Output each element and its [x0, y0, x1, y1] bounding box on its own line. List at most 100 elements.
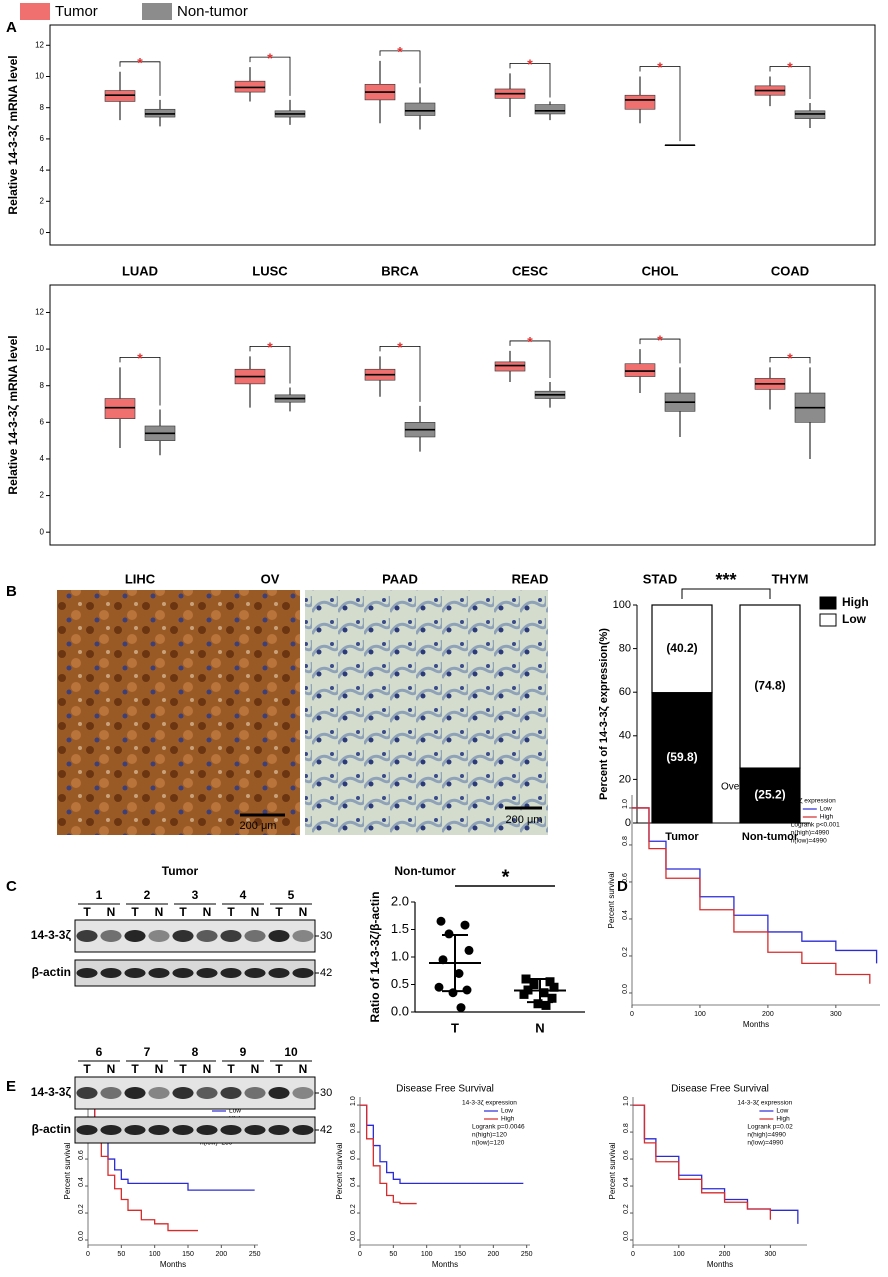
x-tick-label: Tumor — [665, 831, 699, 843]
image-label: Non-tumor — [394, 864, 456, 878]
x-tick-label: 0 — [630, 1011, 634, 1018]
y-tick-label: 1.0 — [391, 948, 409, 963]
y-tick-label: 2 — [40, 196, 45, 205]
x-tick-label: STAD — [643, 571, 677, 586]
y-axis-label: Percent survival — [63, 1142, 72, 1199]
x-tick-label: 200 — [762, 1011, 774, 1018]
significance-bracket — [509, 340, 551, 379]
bar-segment — [651, 692, 713, 824]
blot-band — [124, 1087, 146, 1099]
legend-label: Low — [501, 1108, 513, 1115]
x-tick-label: LUSC — [252, 263, 288, 278]
y-tick-label: 1.0 — [350, 1096, 357, 1106]
significance: * — [267, 339, 273, 355]
blot-band — [220, 1087, 242, 1099]
y-tick-label: 0.2 — [78, 1204, 85, 1214]
y-tick-label: 1.0 — [623, 1096, 630, 1106]
blot-row-label: β-actin — [32, 965, 71, 979]
y-tick-label: 0.6 — [350, 1150, 357, 1160]
x-tick-label: LIHC — [125, 571, 156, 586]
lane-number: 8 — [192, 1045, 199, 1059]
y-tick-label: 0.2 — [622, 947, 629, 957]
stats-text: n(low)=120 — [472, 1140, 505, 1147]
data-point — [444, 929, 454, 939]
blot-band — [268, 1125, 290, 1135]
y-tick-label: 6 — [40, 417, 45, 426]
legend-label: Tumor — [55, 3, 98, 20]
data-point — [454, 969, 464, 978]
significance: * — [787, 350, 793, 366]
stats-text: Logrank p=0.0046 — [472, 1124, 525, 1131]
survival-curve — [633, 1104, 772, 1220]
y-tick-label: 0.4 — [78, 1177, 85, 1187]
marker-label: 30 — [320, 1087, 332, 1099]
box — [404, 102, 436, 116]
blot-row-label: β-actin — [32, 1122, 71, 1136]
x-axis-label: Months — [160, 1260, 186, 1269]
significance-bracket — [639, 66, 681, 142]
data-point — [539, 988, 549, 998]
blot-band — [124, 1125, 146, 1135]
data-point — [464, 945, 474, 955]
x-tick-label: 100 — [694, 1011, 706, 1018]
survival-curve — [632, 807, 871, 984]
marker-label: 42 — [320, 967, 332, 979]
x-tick-label: T — [451, 1020, 459, 1035]
x-tick-label: READ — [512, 571, 549, 586]
legend-swatch — [20, 3, 50, 20]
y-tick-label: 0.4 — [622, 910, 629, 920]
blot-band — [172, 930, 194, 942]
x-tick-label: 0 — [86, 1251, 90, 1258]
blot-band — [268, 968, 290, 978]
marker-label: 42 — [320, 1124, 332, 1136]
lane-sub-label: N — [155, 905, 164, 919]
legend-label: Low — [820, 806, 832, 813]
legend-label: Non-tumor — [177, 3, 248, 20]
legend-label: Low — [229, 1108, 241, 1115]
data-point — [547, 993, 557, 1003]
lane-number: 9 — [240, 1045, 247, 1059]
lane-sub-label: T — [179, 1062, 187, 1076]
x-tick-label: CHOL — [642, 263, 679, 278]
data-point — [529, 980, 539, 989]
y-tick-label: 2 — [40, 491, 45, 500]
lane-sub-label: N — [299, 905, 308, 919]
legend-title: 14-3-3ζ expression — [737, 1100, 792, 1107]
significance-bracket — [769, 66, 811, 100]
x-tick-label: 100 — [149, 1251, 161, 1258]
significance-bracket — [119, 356, 161, 406]
x-tick-label: COAD — [771, 263, 809, 278]
image-label: Tumor — [162, 864, 199, 878]
stats-text: n(high)=120 — [472, 1132, 507, 1139]
x-axis-label: Months — [707, 1260, 733, 1269]
x-tick-label: 200 — [215, 1251, 227, 1258]
x-tick-label: 150 — [182, 1251, 194, 1258]
x-tick-label: 300 — [830, 1011, 842, 1018]
x-tick-label: 100 — [673, 1251, 685, 1258]
y-tick-label: 0.8 — [623, 1123, 630, 1133]
significance: * — [787, 59, 793, 75]
x-tick-label: THYM — [772, 571, 809, 586]
y-axis-label: Relative 14-3-3ζ mRNA level — [6, 55, 20, 214]
lane-sub-label: N — [251, 1062, 260, 1076]
y-axis-label: Ratio of 14-3-3ζ/β-actin — [368, 892, 382, 1023]
legend-swatch — [142, 3, 172, 20]
blot-row-label: 14-3-3ζ — [31, 1085, 72, 1099]
value-label: (74.8) — [754, 679, 785, 693]
blot-band — [244, 1125, 266, 1135]
data-point — [545, 977, 555, 987]
stats-text: Logrank p=0.02 — [747, 1124, 793, 1131]
blot-band — [76, 1125, 98, 1135]
blot-band — [292, 968, 314, 978]
x-tick-label: 250 — [521, 1251, 533, 1258]
blot-band — [148, 1125, 170, 1135]
survival-curve — [360, 1104, 417, 1205]
y-tick-label: 100 — [613, 599, 631, 611]
y-axis-label: Percent of 14-3-3ζ expression(%) — [598, 628, 610, 800]
value-label: (40.2) — [666, 641, 697, 655]
significance-bracket — [639, 338, 681, 364]
y-tick-label: 6 — [40, 134, 45, 143]
blot-band — [172, 968, 194, 978]
